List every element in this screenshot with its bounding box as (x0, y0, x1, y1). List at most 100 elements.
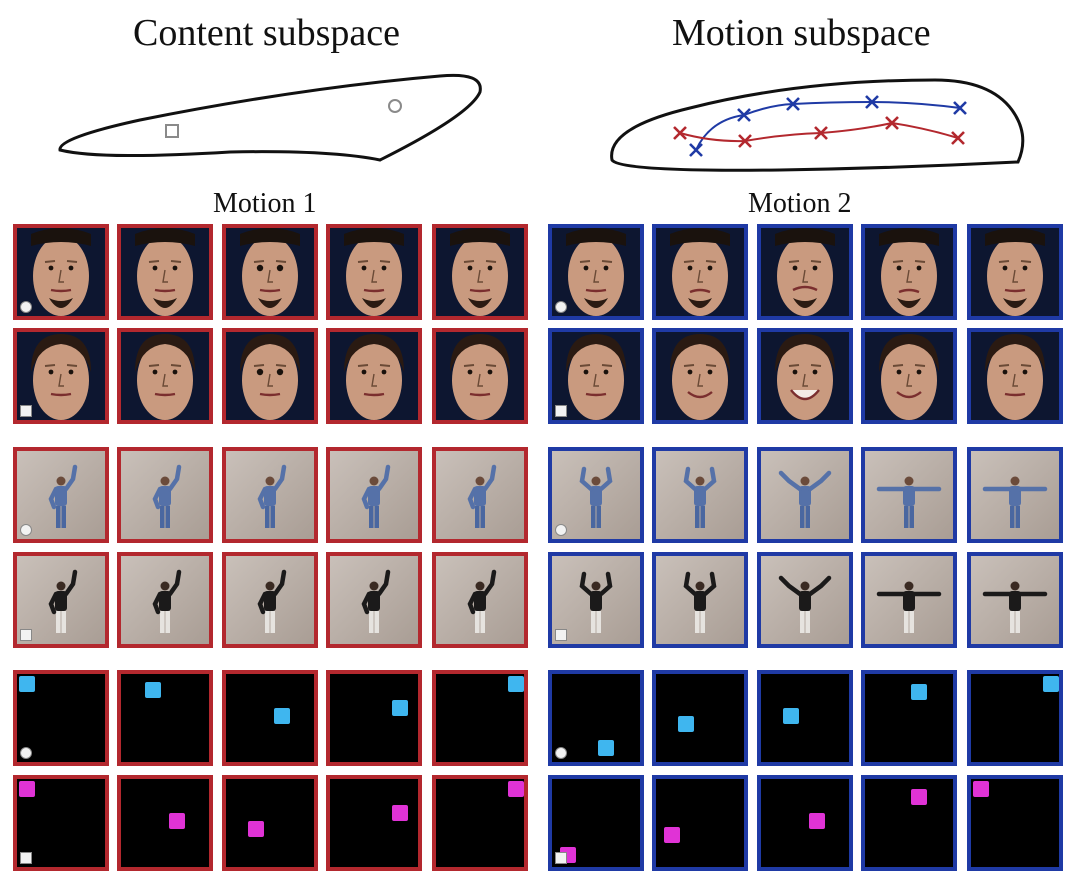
motion2-frame (967, 328, 1063, 424)
cross-icon (689, 143, 703, 157)
motion1-frame (326, 775, 422, 871)
face-thumbnail (226, 228, 314, 316)
motion1-frame (13, 775, 109, 871)
motion2-frame (757, 775, 853, 871)
body-thumbnail (656, 556, 744, 644)
motion2-frame (652, 670, 748, 766)
body-thumbnail (761, 556, 849, 644)
square-icon (20, 852, 32, 864)
face-thumbnail (971, 228, 1059, 316)
square-thumbnail (761, 674, 849, 762)
motion2-frame (861, 775, 957, 871)
motion2-frame (652, 447, 748, 543)
motion2-frame (861, 447, 957, 543)
body-thumbnail (761, 451, 849, 539)
motion1-frame (13, 552, 109, 648)
motion1-frame (117, 670, 213, 766)
body-thumbnail (971, 451, 1059, 539)
square-thumbnail (552, 674, 640, 762)
cross-icon (673, 126, 687, 140)
circle-icon (555, 747, 567, 759)
motion1-frame (222, 447, 318, 543)
body-thumbnail (656, 451, 744, 539)
motion1-frame (117, 447, 213, 543)
body-thumbnail (330, 451, 418, 539)
subspace-diagram (58, 73, 1025, 172)
motion2-frame (757, 447, 853, 543)
motion2-frame (967, 552, 1063, 648)
cross-icon (737, 108, 751, 122)
face-thumbnail (761, 332, 849, 420)
face-thumbnail (17, 228, 105, 316)
square-thumbnail (761, 779, 849, 867)
face-thumbnail (552, 332, 640, 420)
motion2-frame (652, 775, 748, 871)
motion1-frame (13, 670, 109, 766)
motion2-frame (967, 224, 1063, 320)
cross-icon (953, 101, 967, 115)
body-thumbnail (552, 451, 640, 539)
motion1-frame (117, 224, 213, 320)
motion-subspace-shape (610, 78, 1025, 172)
motion1-frame (13, 328, 109, 424)
motion2-frame (757, 328, 853, 424)
face-thumbnail (121, 332, 209, 420)
motion1-frame (222, 775, 318, 871)
motion1-frame (432, 447, 528, 543)
circle-icon (555, 524, 567, 536)
motion2-frame (967, 670, 1063, 766)
square-thumbnail (226, 779, 314, 867)
motion1-frame (432, 552, 528, 648)
motion2-frame (548, 552, 644, 648)
motion1-frame (326, 447, 422, 543)
circle-icon (20, 301, 32, 313)
body-thumbnail (121, 556, 209, 644)
motion2-frame (967, 775, 1063, 871)
body-thumbnail (121, 451, 209, 539)
motion2-frame (967, 447, 1063, 543)
motion1-frame (326, 328, 422, 424)
cross-icon (885, 116, 899, 130)
motion1-frame (326, 224, 422, 320)
motion1-frame (432, 775, 528, 871)
motion1-frame (432, 224, 528, 320)
motion1-frame (13, 447, 109, 543)
motion1-frame (432, 670, 528, 766)
motion1-frame (326, 552, 422, 648)
body-thumbnail (330, 556, 418, 644)
square-icon (20, 629, 32, 641)
circle-icon (388, 99, 402, 113)
square-thumbnail (121, 674, 209, 762)
motion2-frame (548, 328, 644, 424)
square-thumbnail (436, 779, 524, 867)
square-thumbnail (121, 779, 209, 867)
square-thumbnail (656, 779, 744, 867)
motion1-frame (222, 670, 318, 766)
face-thumbnail (761, 228, 849, 316)
motion2-frame (652, 224, 748, 320)
square-icon (20, 405, 32, 417)
content-subspace-shape (58, 73, 482, 162)
face-thumbnail (865, 332, 953, 420)
cross-icon (814, 126, 828, 140)
cross-icon (738, 134, 752, 148)
motion2-frame (548, 775, 644, 871)
motion2-frame (757, 224, 853, 320)
square-thumbnail (865, 674, 953, 762)
motion1-frame (432, 328, 528, 424)
square-icon (165, 124, 179, 138)
motion1-frame (326, 670, 422, 766)
motion2-frame (861, 328, 957, 424)
square-thumbnail (656, 674, 744, 762)
motion2-path (695, 100, 961, 151)
face-thumbnail (656, 228, 744, 316)
square-thumbnail (971, 779, 1059, 867)
motion1-frame (222, 552, 318, 648)
body-thumbnail (971, 556, 1059, 644)
cross-icon (865, 95, 879, 109)
circle-icon (555, 301, 567, 313)
face-thumbnail (226, 332, 314, 420)
square-thumbnail (330, 674, 418, 762)
square-icon (555, 405, 567, 417)
circle-icon (20, 747, 32, 759)
